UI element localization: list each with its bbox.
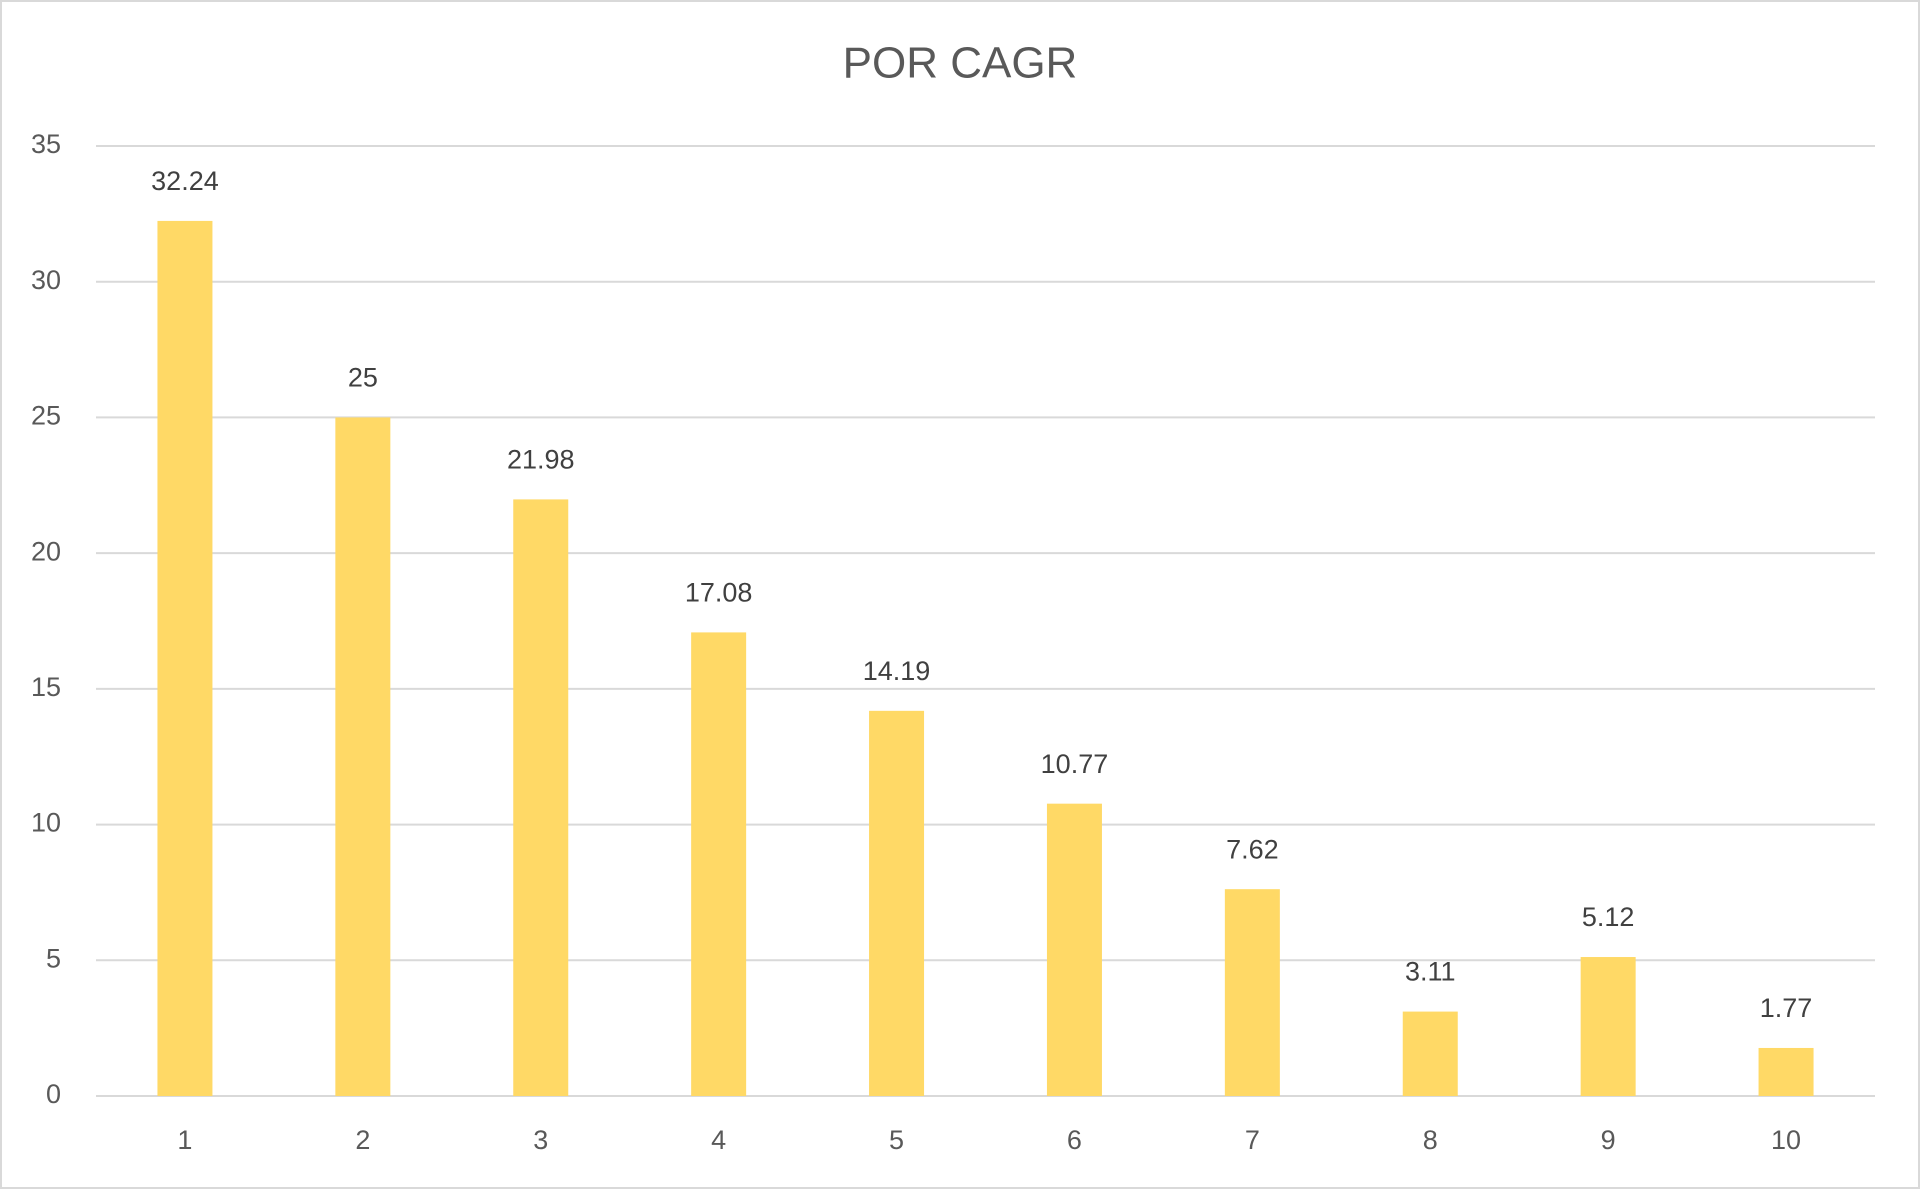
y-tick-label: 10 bbox=[31, 808, 61, 838]
x-tick-label: 7 bbox=[1245, 1125, 1260, 1155]
y-tick-label: 0 bbox=[46, 1079, 61, 1109]
data-label: 32.24 bbox=[151, 166, 219, 196]
y-tick-label: 30 bbox=[31, 265, 61, 295]
data-label: 7.62 bbox=[1226, 834, 1279, 864]
y-tick-label: 25 bbox=[31, 401, 61, 431]
x-tick-label: 6 bbox=[1067, 1125, 1082, 1155]
data-label: 3.11 bbox=[1405, 957, 1456, 987]
x-tick-label: 1 bbox=[177, 1125, 192, 1155]
data-label: 25 bbox=[348, 363, 378, 393]
x-tick-label: 2 bbox=[355, 1125, 370, 1155]
x-tick-label: 5 bbox=[889, 1125, 904, 1155]
bar bbox=[513, 499, 569, 1096]
data-label: 17.08 bbox=[685, 578, 753, 608]
bar bbox=[869, 710, 925, 1096]
y-tick-label: 15 bbox=[31, 672, 61, 702]
x-tick-label: 10 bbox=[1771, 1125, 1801, 1155]
data-label: 1.77 bbox=[1760, 993, 1813, 1023]
y-tick-label: 5 bbox=[46, 943, 61, 973]
bar bbox=[335, 417, 391, 1096]
x-tick-label: 9 bbox=[1601, 1125, 1616, 1155]
bar bbox=[1580, 957, 1636, 1096]
bar bbox=[1758, 1047, 1814, 1096]
x-tick-label: 8 bbox=[1423, 1125, 1438, 1155]
y-tick-label: 35 bbox=[31, 129, 61, 159]
data-label: 5.12 bbox=[1582, 902, 1635, 932]
chart-title: POR CAGR bbox=[843, 39, 1078, 88]
bar bbox=[1046, 803, 1102, 1096]
data-label: 14.19 bbox=[863, 656, 931, 686]
bar bbox=[1402, 1011, 1458, 1096]
data-label: 21.98 bbox=[507, 445, 575, 475]
bar bbox=[691, 632, 747, 1096]
bar bbox=[157, 220, 213, 1096]
x-tick-label: 4 bbox=[711, 1125, 726, 1155]
bar bbox=[1224, 889, 1280, 1096]
y-tick-label: 20 bbox=[31, 536, 61, 566]
x-tick-label: 3 bbox=[533, 1125, 548, 1155]
data-label: 10.77 bbox=[1041, 749, 1109, 779]
